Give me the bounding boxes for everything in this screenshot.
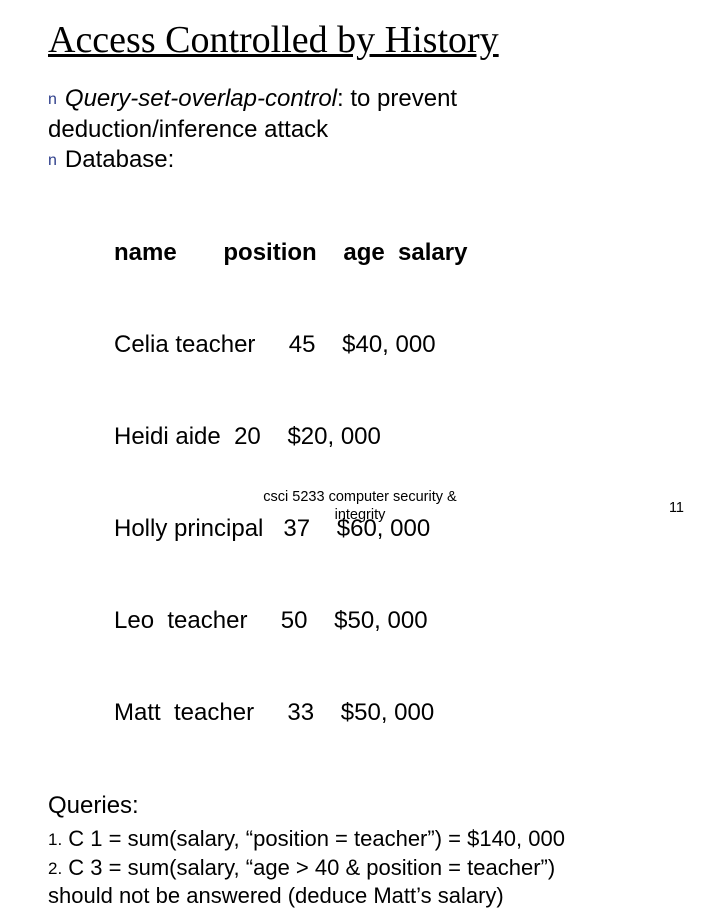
bullet-item-1: n Query-set-overlap-control: to prevent xyxy=(48,84,672,115)
line-2: deduction/inference attack xyxy=(48,115,672,146)
query-2: 2. C 3 = sum(salary, “age > 40 & positio… xyxy=(48,854,672,883)
slide-title: Access Controlled by History xyxy=(48,18,672,62)
square-bullet-icon: n xyxy=(48,151,57,171)
query-1: 1. C 1 = sum(salary, “position = teacher… xyxy=(48,825,672,854)
db-header: name position age salary xyxy=(114,238,672,269)
queries-label: Queries: xyxy=(48,791,672,822)
bullet-1-text: Query-set-overlap-control: to prevent xyxy=(65,84,457,115)
list-num-2: 2. xyxy=(48,859,62,878)
database-block: name position age salary Celia teacher 4… xyxy=(114,176,672,790)
bullet-item-2: n Database: xyxy=(48,145,672,176)
query-2-text: C 3 = sum(salary, “age > 40 & position =… xyxy=(62,855,555,880)
footer-line-2: integrity xyxy=(263,506,456,524)
footer: csci 5233 computer security & integrity xyxy=(0,488,720,524)
footer-line-1: csci 5233 computer security & xyxy=(263,488,456,506)
query-1-text: C 1 = sum(salary, “position = teacher”) … xyxy=(62,826,565,851)
bullet-1-rest: : to prevent xyxy=(337,85,457,112)
db-row: Celia teacher 45 $40, 000 xyxy=(114,330,672,361)
query-list: 1. C 1 = sum(salary, “position = teacher… xyxy=(48,825,672,911)
list-num-1: 1. xyxy=(48,830,62,849)
query-2b: should not be answered (deduce Matt’s sa… xyxy=(48,882,672,911)
square-bullet-icon: n xyxy=(48,90,57,110)
bullet-2-text: Database: xyxy=(65,145,174,176)
db-row: Matt teacher 33 $50, 000 xyxy=(114,698,672,729)
footer-text: csci 5233 computer security & integrity xyxy=(263,488,456,524)
db-row: Leo teacher 50 $50, 000 xyxy=(114,606,672,637)
page-number: 11 xyxy=(669,500,684,516)
term-italic: Query-set-overlap-control xyxy=(65,85,337,112)
db-row: Heidi aide 20 $20, 000 xyxy=(114,422,672,453)
